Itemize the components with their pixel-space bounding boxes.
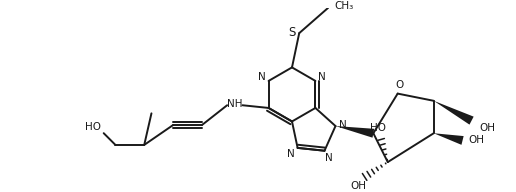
- Text: N: N: [287, 149, 295, 159]
- Text: N: N: [259, 72, 266, 82]
- Text: HO: HO: [370, 123, 386, 133]
- Polygon shape: [434, 133, 464, 145]
- Text: N: N: [325, 153, 332, 163]
- Text: S: S: [288, 26, 296, 39]
- Text: O: O: [395, 80, 404, 90]
- Text: OH: OH: [468, 135, 484, 146]
- Text: N: N: [338, 120, 346, 130]
- Text: OH: OH: [480, 123, 496, 133]
- Text: HO: HO: [85, 122, 101, 132]
- Text: NH: NH: [228, 99, 243, 109]
- Text: OH: OH: [350, 181, 366, 191]
- Text: N: N: [318, 72, 326, 82]
- Polygon shape: [335, 126, 374, 138]
- Text: CH₃: CH₃: [335, 1, 354, 11]
- Polygon shape: [434, 101, 474, 125]
